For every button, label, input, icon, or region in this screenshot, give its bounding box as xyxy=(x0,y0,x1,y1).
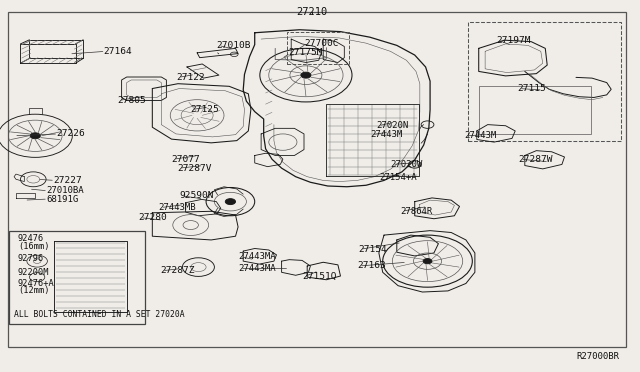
Bar xyxy=(468,22,621,141)
Bar xyxy=(479,86,591,134)
Text: 27154+A: 27154+A xyxy=(379,173,417,182)
Text: 27010B: 27010B xyxy=(216,41,251,50)
Text: ALL BOLTS CONTAINED IN A SET 27020A: ALL BOLTS CONTAINED IN A SET 27020A xyxy=(14,310,185,319)
Text: 27125: 27125 xyxy=(191,105,220,114)
Circle shape xyxy=(423,259,432,264)
Text: 27443MB: 27443MB xyxy=(159,203,196,212)
Text: 92200M: 92200M xyxy=(18,268,49,277)
Text: 27443M: 27443M xyxy=(465,131,497,140)
Text: 27210: 27210 xyxy=(297,7,328,17)
Text: 27164: 27164 xyxy=(104,47,132,56)
Text: 27280: 27280 xyxy=(138,213,167,222)
Text: 27115: 27115 xyxy=(517,84,546,93)
Text: 27122: 27122 xyxy=(177,73,205,82)
Text: 92476+A: 92476+A xyxy=(18,279,54,288)
Text: 27154: 27154 xyxy=(358,245,387,254)
Text: 27151Q: 27151Q xyxy=(302,272,337,281)
Text: 27077: 27077 xyxy=(172,155,200,164)
Text: 92590N: 92590N xyxy=(179,191,214,200)
Text: 92796: 92796 xyxy=(18,254,44,263)
Text: 27010BA: 27010BA xyxy=(46,186,84,195)
Text: 27163: 27163 xyxy=(357,262,386,270)
Text: 27287W: 27287W xyxy=(518,155,553,164)
Text: 27020W: 27020W xyxy=(390,160,422,169)
Text: 68191G: 68191G xyxy=(46,195,78,203)
Text: 27864R: 27864R xyxy=(400,207,432,216)
Circle shape xyxy=(301,72,311,78)
Text: 27197M: 27197M xyxy=(496,36,531,45)
Text: 27287Z: 27287Z xyxy=(160,266,195,275)
Text: 27227: 27227 xyxy=(53,176,82,185)
Bar xyxy=(287,32,349,64)
Text: 27020N: 27020N xyxy=(376,121,408,130)
Text: 27805: 27805 xyxy=(117,96,146,105)
Text: R27000BR: R27000BR xyxy=(577,352,620,361)
Text: (12mm): (12mm) xyxy=(18,286,49,295)
Text: (16mm): (16mm) xyxy=(18,242,49,251)
Bar xyxy=(9,231,145,324)
Text: 27443MA: 27443MA xyxy=(238,264,276,273)
Circle shape xyxy=(30,133,40,139)
Text: 92476: 92476 xyxy=(18,234,44,243)
Text: 27175M: 27175M xyxy=(289,48,323,57)
Text: 27443MA: 27443MA xyxy=(238,252,276,261)
Text: 27287V: 27287V xyxy=(177,164,212,173)
Text: 27443M: 27443M xyxy=(370,130,402,139)
Circle shape xyxy=(225,199,236,205)
Text: 27700C: 27700C xyxy=(305,39,339,48)
Text: 27226: 27226 xyxy=(56,129,85,138)
